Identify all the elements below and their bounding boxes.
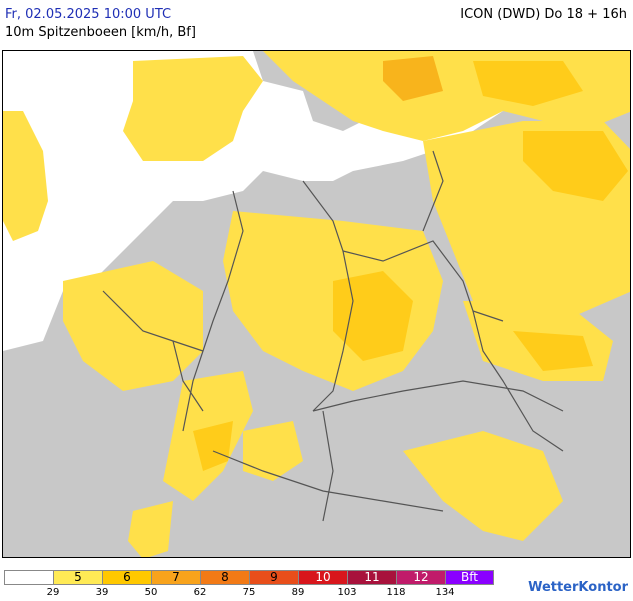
legend-tick: 29: [46, 587, 60, 598]
wetterkontor-logo: WetterKontor: [528, 580, 628, 595]
legend: 5 6 7 8 9 10 11 12 Bft: [4, 570, 494, 585]
legend-cell: 5: [53, 570, 102, 585]
legend-cell: 8: [200, 570, 249, 585]
legend-tick: 134: [435, 587, 455, 598]
legend-cell: 12: [396, 570, 445, 585]
legend-cell: 10: [298, 570, 347, 585]
legend-cell: 6: [102, 570, 151, 585]
legend-tick: 39: [95, 587, 109, 598]
legend-tick: 103: [337, 587, 357, 598]
legend-cell: Bft: [445, 570, 494, 585]
legend-cell: 11: [347, 570, 396, 585]
gust-field-yellow: [3, 51, 630, 557]
timestamp: Fr, 02.05.2025 10:00 UTC: [5, 7, 172, 22]
legend-cell: 9: [249, 570, 298, 585]
legend-tick: 89: [291, 587, 305, 598]
header-left: Fr, 02.05.2025 10:00 UTC 10m Spitzenboee…: [5, 6, 196, 42]
map-panel[interactable]: [2, 50, 631, 558]
legend-tick: 118: [386, 587, 406, 598]
legend-tick: 75: [242, 587, 256, 598]
legend-ticks: 29 39 50 62 75 89 103 118 134: [4, 587, 494, 601]
legend-tick: 50: [144, 587, 158, 598]
model-run: ICON (DWD) Do 18 + 16h: [460, 7, 627, 22]
gust-map: [3, 51, 630, 557]
country-borders: [102, 150, 564, 522]
legend-cell: 7: [151, 570, 200, 585]
subtitle: 10m Spitzenboeen [km/h, Bf]: [5, 25, 196, 40]
legend-cell: [4, 570, 53, 585]
legend-tick: 62: [193, 587, 207, 598]
